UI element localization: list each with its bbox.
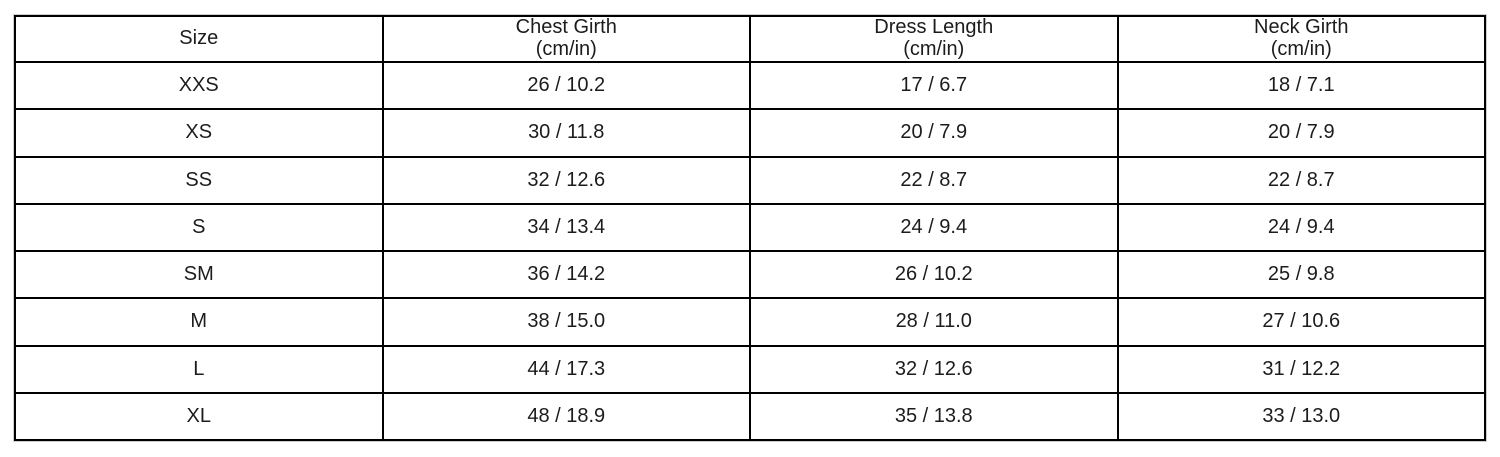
column-header-label: Size — [179, 27, 219, 50]
table-row: S 34 / 13.4 24 / 9.4 24 / 9.4 — [14, 202, 1486, 253]
column-header-label: Dress Length — [874, 16, 994, 39]
column-header-chest-girth: Chest Girth (cm/in) — [381, 15, 751, 63]
cell-neck-girth: 22 / 8.7 — [1116, 155, 1486, 205]
cell-neck-girth: 20 / 7.9 — [1116, 108, 1486, 158]
cell-chest-girth: 38 / 15.0 — [381, 297, 751, 347]
column-header-dress-length: Dress Length (cm/in) — [749, 15, 1119, 63]
table-row: XS 30 / 11.8 20 / 7.9 20 / 7.9 — [14, 108, 1486, 158]
cell-size: M — [14, 297, 384, 347]
cell-chest-girth: 36 / 14.2 — [381, 249, 751, 300]
cell-dress-length: 20 / 7.9 — [749, 108, 1119, 158]
column-header-neck-girth: Neck Girth (cm/in) — [1116, 15, 1486, 63]
cell-neck-girth: 24 / 9.4 — [1116, 202, 1486, 253]
cell-dress-length: 26 / 10.2 — [749, 249, 1119, 300]
cell-size: XL — [14, 391, 384, 442]
column-header-units: (cm/in) — [535, 38, 597, 60]
column-header-label: Chest Girth — [515, 16, 617, 39]
cell-size: L — [14, 344, 384, 394]
cell-dress-length: 24 / 9.4 — [749, 202, 1119, 253]
column-header-label: Neck Girth — [1254, 16, 1349, 39]
cell-chest-girth: 48 / 18.9 — [381, 391, 751, 442]
size-chart-table: Size Chest Girth (cm/in) Dress Length (c… — [13, 14, 1487, 442]
table-row: XL 48 / 18.9 35 / 13.8 33 / 13.0 — [14, 391, 1486, 442]
cell-size: XXS — [14, 60, 384, 111]
table-row: L 44 / 17.3 32 / 12.6 31 / 12.2 — [14, 344, 1486, 394]
cell-neck-girth: 33 / 13.0 — [1116, 391, 1486, 442]
cell-size: S — [14, 202, 384, 253]
cell-chest-girth: 30 / 11.8 — [381, 108, 751, 158]
cell-neck-girth: 31 / 12.2 — [1116, 344, 1486, 394]
cell-neck-girth: 18 / 7.1 — [1116, 60, 1486, 111]
cell-chest-girth: 32 / 12.6 — [381, 155, 751, 205]
cell-size: XS — [14, 108, 384, 158]
cell-dress-length: 17 / 6.7 — [749, 60, 1119, 111]
header-row: Size Chest Girth (cm/in) Dress Length (c… — [14, 15, 1486, 63]
column-header-units: (cm/in) — [1270, 38, 1332, 60]
cell-dress-length: 22 / 8.7 — [749, 155, 1119, 205]
table-row: M 38 / 15.0 28 / 11.0 27 / 10.6 — [14, 297, 1486, 347]
column-header-units: (cm/in) — [903, 38, 965, 60]
cell-chest-girth: 44 / 17.3 — [381, 344, 751, 394]
cell-neck-girth: 27 / 10.6 — [1116, 297, 1486, 347]
cell-size: SM — [14, 249, 384, 300]
cell-size: SS — [14, 155, 384, 205]
table-row: SM 36 / 14.2 26 / 10.2 25 / 9.8 — [14, 249, 1486, 300]
cell-chest-girth: 34 / 13.4 — [381, 202, 751, 253]
table-row: SS 32 / 12.6 22 / 8.7 22 / 8.7 — [14, 155, 1486, 205]
cell-dress-length: 35 / 13.8 — [749, 391, 1119, 442]
table-row: XXS 26 / 10.2 17 / 6.7 18 / 7.1 — [14, 60, 1486, 111]
cell-neck-girth: 25 / 9.8 — [1116, 249, 1486, 300]
column-header-size: Size — [14, 15, 384, 63]
cell-dress-length: 28 / 11.0 — [749, 297, 1119, 347]
cell-chest-girth: 26 / 10.2 — [381, 60, 751, 111]
cell-dress-length: 32 / 12.6 — [749, 344, 1119, 394]
